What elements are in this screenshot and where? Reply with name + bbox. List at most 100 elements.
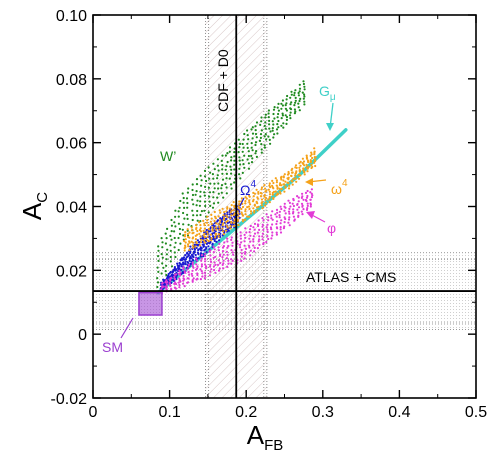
series-point (208, 235, 211, 238)
series-point (212, 191, 215, 194)
ticks: 0 0.1 0.2 0.3 0.4 0.5-0.0200.020.040.060.080.… (51, 8, 488, 421)
series-point (292, 177, 295, 180)
series-point (191, 261, 194, 264)
series-point (310, 192, 313, 195)
series-point (173, 286, 176, 289)
series-point (222, 218, 226, 221)
series-point (250, 212, 253, 215)
series-4 (160, 188, 314, 295)
series-point (239, 177, 242, 180)
series-point (230, 172, 233, 175)
series-point (178, 286, 181, 289)
series-point (231, 259, 234, 262)
series-point (297, 177, 301, 180)
series-point (179, 242, 182, 245)
series-point (193, 248, 197, 251)
series-point (305, 166, 308, 169)
series-point (287, 170, 290, 174)
series-point (168, 282, 171, 285)
series-point (214, 226, 217, 229)
series-point (198, 244, 201, 247)
series-point (284, 185, 287, 188)
series-point (217, 192, 220, 195)
series-point (301, 162, 304, 165)
series-point (209, 249, 212, 252)
series-point (208, 274, 212, 277)
series-point (261, 223, 264, 226)
series-point (164, 281, 167, 284)
series-point (211, 226, 214, 229)
series-point (288, 184, 291, 187)
series-point (263, 194, 266, 197)
series-point (264, 201, 267, 204)
series-point (251, 137, 254, 140)
series-point (246, 206, 249, 209)
series-point (211, 242, 214, 245)
series-point (298, 166, 301, 169)
series-point (214, 232, 217, 235)
series-point (276, 132, 279, 135)
series-point (188, 249, 191, 252)
series-point (213, 168, 216, 171)
series-point (290, 179, 293, 182)
series-point (306, 159, 310, 162)
series-point (222, 253, 225, 256)
series-point (203, 209, 206, 212)
series-point (166, 280, 169, 284)
series-point (247, 154, 250, 158)
series-point (309, 160, 312, 164)
series-point (239, 246, 242, 249)
series-point (199, 200, 202, 203)
series-point (307, 165, 310, 168)
series-point (260, 151, 263, 154)
series-point (156, 281, 160, 284)
series-point (186, 191, 189, 194)
series-label-omega: ω4 (331, 178, 348, 197)
series-point (191, 269, 194, 272)
series-point (276, 186, 279, 189)
series-point (279, 228, 282, 231)
series-point (204, 260, 207, 263)
series-point (306, 170, 309, 173)
series-point (259, 133, 263, 136)
series-point (268, 193, 272, 196)
series-point (223, 211, 226, 214)
series-point (295, 180, 298, 183)
series-point (228, 207, 232, 210)
series-point (276, 211, 279, 214)
x-axis-title: AFB (247, 420, 284, 454)
series-point (306, 194, 309, 198)
series-point (247, 138, 250, 141)
series-point (248, 231, 251, 234)
series-point (225, 257, 228, 260)
series-point (202, 239, 205, 242)
series-point (243, 233, 246, 236)
series-point (157, 259, 160, 262)
series-point (220, 220, 224, 223)
series-point (298, 87, 302, 90)
series-point (213, 219, 216, 223)
series-point (253, 228, 256, 231)
series-point (244, 218, 247, 221)
y-tick-label: -0.02 (51, 391, 88, 408)
series-point (283, 173, 286, 176)
series-point (207, 227, 210, 231)
series-point (259, 123, 262, 126)
series-point (165, 286, 168, 289)
series-point (200, 210, 203, 213)
series-point (169, 244, 172, 247)
series-point (284, 114, 287, 117)
series-0 (156, 80, 306, 294)
series-point (165, 279, 168, 282)
series-point (207, 166, 210, 169)
series-point (188, 259, 191, 262)
x-tick-label: 0 (89, 404, 98, 421)
series-point (199, 227, 202, 230)
series-point (176, 262, 179, 265)
series-point (205, 238, 209, 241)
series-point (275, 231, 278, 234)
series-point (244, 250, 247, 254)
series-point (182, 277, 185, 280)
series-point (191, 193, 195, 197)
series-point (291, 183, 294, 186)
